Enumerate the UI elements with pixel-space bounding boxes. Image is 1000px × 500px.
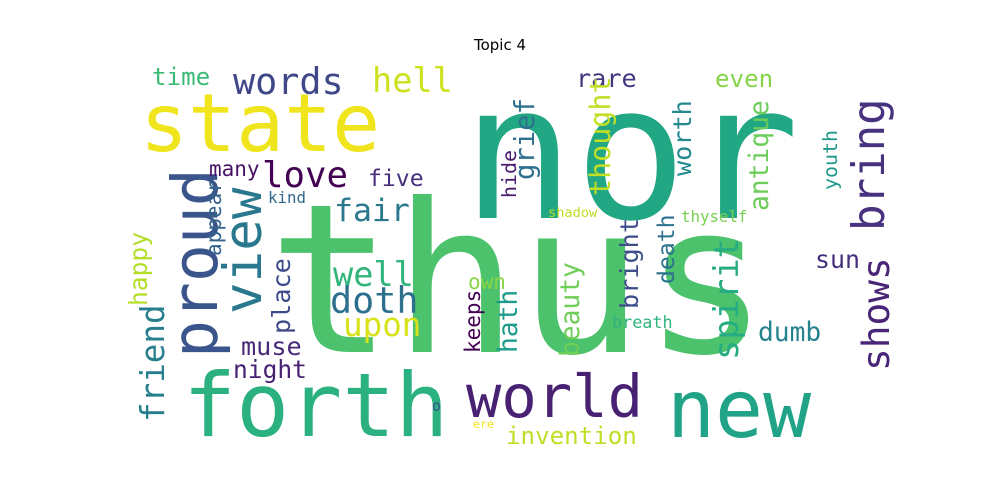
cloud-word-worth: worth: [668, 100, 697, 176]
cloud-word-beauty: beauty: [556, 262, 586, 357]
cloud-word-keeps: keeps: [461, 290, 485, 354]
cloud-word-spirit: spirit: [707, 238, 746, 360]
cloud-word-invention: invention: [506, 422, 637, 448]
cloud-word-well: well: [333, 255, 414, 294]
cloud-word-five: five: [368, 166, 424, 192]
cloud-word-doth: doth: [330, 279, 419, 322]
cloud-word-many: many: [209, 157, 260, 181]
cloud-word-world: world: [466, 362, 643, 431]
cloud-word-muse: muse: [241, 332, 302, 361]
cloud-word-friend: friend: [134, 304, 172, 422]
cloud-word-hath: hath: [494, 290, 524, 354]
cloud-word-bring: bring: [844, 98, 895, 231]
cloud-word-dumb: dumb: [758, 318, 822, 348]
cloud-word-antique: antique: [745, 100, 775, 211]
cloud-word-bright: bright: [615, 218, 644, 309]
cloud-word-new: new: [667, 363, 812, 448]
cloud-word-own: own: [468, 270, 506, 294]
cloud-word-thus: thus: [268, 160, 769, 402]
cloud-word-night: night: [233, 355, 307, 384]
cloud-word-breath: breath: [612, 312, 673, 332]
cloud-word-even: even: [715, 65, 774, 93]
cloud-word-upon: upon: [343, 306, 422, 344]
cloud-word-sun: sun: [815, 245, 860, 274]
word-cloud: thus nor state forth new world proud vie…: [125, 60, 900, 448]
cloud-word-shows: shows: [854, 257, 898, 371]
cloud-word-love: love: [262, 155, 348, 196]
cloud-word-shadow: shadow: [548, 205, 598, 221]
cloud-word-fair: fair: [334, 193, 410, 229]
cloud-word-hide: hide: [497, 150, 521, 199]
cloud-word-happy: happy: [125, 232, 153, 306]
cloud-word-kind: kind: [268, 188, 306, 207]
cloud-word-appear: appear: [202, 180, 226, 256]
cloud-word-time: time: [152, 63, 211, 91]
cloud-word-state: state: [140, 77, 381, 170]
cloud-word-words: words: [233, 60, 344, 103]
cloud-word-forth: forth: [183, 354, 449, 448]
cloud-word-thyself: thyself: [681, 207, 748, 226]
cloud-word-nor: nor: [462, 60, 800, 263]
cloud-word-youth: youth: [819, 130, 842, 190]
topic-title: Topic 4: [473, 36, 527, 54]
cloud-word-o: o: [432, 398, 441, 415]
cloud-word-death: death: [654, 214, 680, 284]
cloud-word-place: place: [267, 258, 296, 334]
cloud-word-ere: ere: [473, 417, 494, 431]
cloud-word-thought: thought: [584, 76, 617, 196]
cloud-word-hell: hell: [372, 61, 453, 100]
cloud-word-rare: rare: [576, 64, 637, 93]
